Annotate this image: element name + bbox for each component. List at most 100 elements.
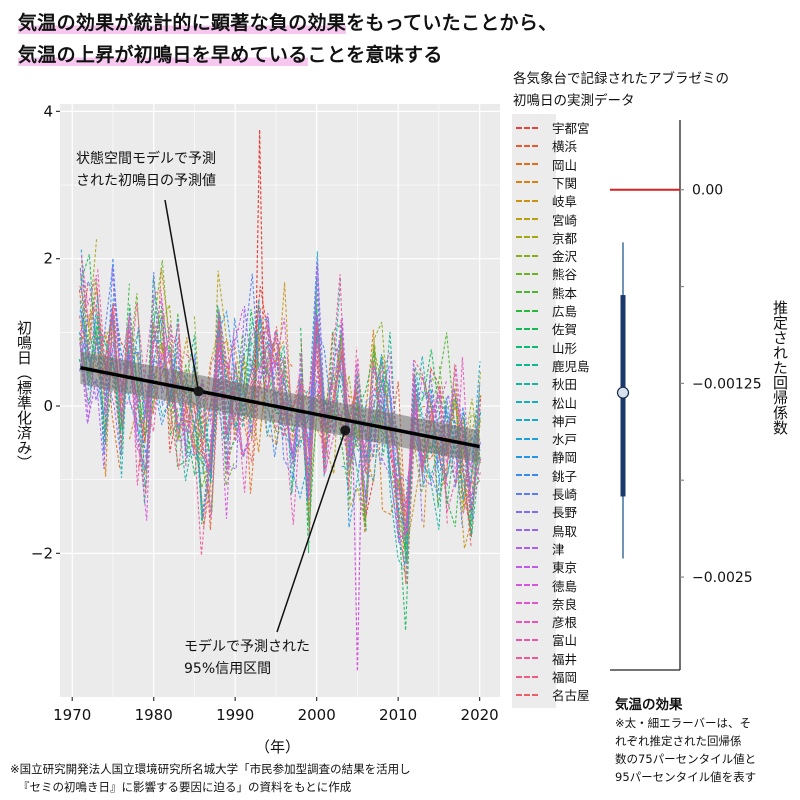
- legend-dash-icon: [516, 291, 538, 294]
- coef-note-line: 95パーセンタイル値を表す: [615, 770, 757, 784]
- station-series-line: [79, 316, 89, 372]
- legend-label: 熊谷: [552, 267, 578, 283]
- legend-item: 奈良: [516, 593, 577, 614]
- legend-label: 秋田: [552, 377, 578, 393]
- legend-dash-icon: [516, 364, 538, 367]
- legend-dash-icon: [516, 346, 538, 349]
- legend-item: 横浜: [516, 135, 577, 156]
- coef-note-line: 数の75パーセンタイル値と: [615, 752, 757, 766]
- legend-item: 松山: [516, 392, 577, 413]
- coef-estimate-point: [616, 386, 630, 399]
- station-series-line: [226, 319, 293, 465]
- legend-label: 岐阜: [552, 194, 578, 210]
- legend-item: 名古屋: [516, 684, 590, 705]
- station-series-line: [430, 332, 480, 513]
- legend-label: 山形: [552, 340, 578, 356]
- legend-label: 熊本: [552, 285, 578, 301]
- legend-label: 横浜: [552, 139, 578, 155]
- annotation-leaders: [164, 199, 346, 633]
- station-series-line: [307, 274, 358, 491]
- station-series-line: [79, 269, 89, 319]
- legend-label: 宮崎: [552, 212, 578, 228]
- legend-dash-icon: [516, 657, 538, 660]
- station-series-line: [363, 365, 481, 509]
- coef-note-line: れぞれ推定された回帰係: [615, 734, 742, 748]
- coef-panel-title: 気温の効果: [615, 697, 683, 713]
- legend-item: 岡山: [516, 154, 577, 175]
- station-series-line: [438, 366, 449, 433]
- legend-item: 京都: [516, 227, 577, 248]
- legend-label: 下関: [552, 175, 578, 191]
- legend-item: 下関: [516, 172, 577, 193]
- station-series-line: [201, 319, 302, 525]
- y-axis-label: 初鳴日（標準化済み）: [15, 320, 33, 470]
- station-series-line: [348, 387, 391, 534]
- legend-label: 水戸: [552, 432, 578, 448]
- station-series-line: [412, 411, 473, 532]
- legend-item: 金沢: [516, 245, 577, 266]
- x-tick-label: 1980: [135, 706, 173, 724]
- station-series-line: [381, 360, 449, 541]
- x-tick-label: 2010: [379, 706, 417, 724]
- annotation-ci-line2: 95%信用区間: [184, 661, 272, 677]
- legend-dash-icon: [516, 620, 538, 623]
- legend-label: 東京: [552, 560, 578, 576]
- legend-label: 富山: [552, 633, 578, 649]
- source-note-line1: ※国立研究開発法人国立環境研究所名城大学「市民参加型調査の結果を活用し: [10, 762, 411, 776]
- legend-label: 神戸: [552, 413, 578, 429]
- legend-item: 熊本: [516, 282, 577, 303]
- x-axis-label: （年）: [255, 738, 301, 756]
- annotation-predicted-line2: された初鳴日の予測値: [76, 173, 216, 189]
- legend-item: 岐阜: [516, 190, 577, 211]
- legend-item: 鳥取: [516, 520, 577, 541]
- legend-dash-icon: [516, 163, 538, 166]
- coef-tick-label: 0.00: [692, 183, 723, 199]
- legend-item: 長野: [516, 501, 577, 522]
- legend-dash-icon: [516, 510, 538, 513]
- station-series-line: [413, 368, 481, 512]
- legend-item: 長崎: [516, 483, 577, 504]
- annotation-predicted: 状態空間モデルで予測 された初鳴日の予測値: [76, 148, 216, 192]
- legend-title: 各気象台で記録されたアブラゼミの 初鳴日の実測データ: [513, 68, 729, 112]
- station-series-line: [135, 310, 156, 488]
- y-tick-label: 2: [43, 250, 53, 268]
- annotation-leader-predicted: [164, 199, 200, 392]
- legend-dash-icon: [516, 638, 538, 641]
- station-series-line: [389, 450, 400, 527]
- headline-1-highlight: 気温の効果が統計的に顕著な負の効果: [18, 12, 347, 34]
- coef-panel-note: ※太・細エラーバーは、そ れぞれ推定された回帰係 数の75パーセンタイル値と 9…: [615, 714, 756, 786]
- station-extreme-line: [254, 129, 266, 404]
- legend-dash-icon: [516, 218, 538, 220]
- headline-2-rest: ことを意味する: [307, 44, 443, 66]
- legend-dash-icon: [516, 492, 538, 495]
- legend-item: 福井: [516, 648, 577, 669]
- headline-line-2: 気温の上昇が初鳴日を早めていることを意味する: [18, 42, 443, 68]
- legend-label: 佐賀: [552, 322, 578, 338]
- legend-label: 福井: [552, 651, 578, 667]
- legend-label: 岡山: [552, 157, 578, 173]
- station-series-line: [463, 454, 480, 488]
- legend-label: 静岡: [552, 450, 578, 466]
- legend-dash-icon: [516, 602, 538, 605]
- headline-2-highlight: 気温の上昇が初鳴日を早めている: [18, 44, 308, 66]
- legend-dash-icon: [516, 144, 538, 147]
- coef-chart: 0.00 −0.00125 −0.0025: [610, 120, 762, 671]
- y-tick-label: 4: [43, 102, 53, 120]
- station-series-line: [413, 389, 473, 500]
- legend-dash-icon: [516, 584, 538, 586]
- headline-1-rest: をもっていたことから、: [346, 12, 558, 34]
- station-series-line: [324, 357, 481, 517]
- x-tick-label: 1990: [216, 706, 254, 724]
- legend-label: 松山: [552, 395, 578, 411]
- legend-item: 銚子: [516, 465, 577, 486]
- x-tick-label: 2000: [298, 706, 336, 724]
- legend-dash-icon: [516, 401, 538, 403]
- legend-label: 鹿児島: [552, 358, 590, 374]
- legend-item: 津: [516, 538, 565, 559]
- station-series-line: [80, 276, 106, 375]
- legend-label: 彦根: [552, 615, 578, 631]
- station-series-line: [79, 283, 89, 341]
- legend-dash-icon: [516, 455, 538, 458]
- legend-item: 鹿児島: [516, 355, 590, 376]
- legend-label: 京都: [552, 230, 578, 246]
